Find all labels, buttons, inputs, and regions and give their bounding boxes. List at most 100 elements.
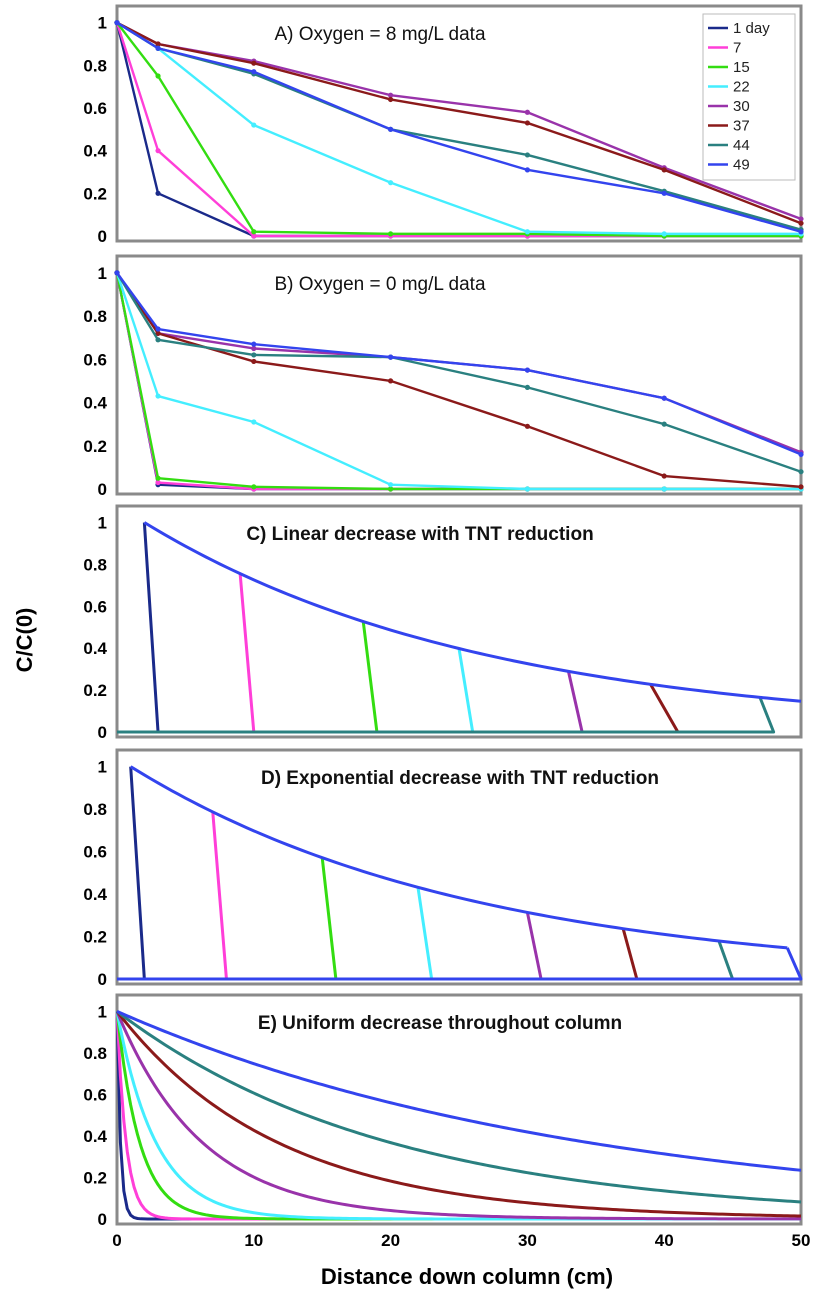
data-point bbox=[251, 345, 257, 352]
panel-B: 1 0.8 0.6 0.4 0.2 0 B) Oxygen = 0 mg/L data bbox=[83, 254, 804, 499]
data-point bbox=[155, 479, 161, 486]
data-point bbox=[524, 167, 531, 173]
data-point bbox=[114, 270, 120, 276]
legend-label: 22 bbox=[733, 79, 750, 96]
data-point bbox=[661, 473, 667, 479]
front-line-1 bbox=[117, 522, 160, 734]
data-point bbox=[155, 45, 161, 51]
data-point bbox=[798, 229, 804, 235]
data-point bbox=[251, 341, 257, 347]
y-tick-label: 0.2 bbox=[83, 681, 107, 700]
data-point bbox=[524, 367, 531, 373]
data-point bbox=[661, 190, 667, 196]
legend-label: 30 bbox=[733, 98, 750, 115]
decay-line-8 bbox=[116, 1010, 802, 1172]
panel-C: 1 0.8 0.6 0.4 0.2 0 C) Linear decrease with TN… bbox=[83, 504, 803, 742]
legend-label: 44 bbox=[733, 137, 750, 154]
panel-frame bbox=[115, 504, 803, 739]
data-point bbox=[388, 96, 394, 103]
series-line-5 bbox=[116, 21, 802, 221]
legend-label: 15 bbox=[733, 59, 750, 76]
series-line-8 bbox=[116, 272, 802, 456]
front-line-6 bbox=[117, 683, 680, 734]
data-point bbox=[155, 148, 161, 154]
data-point bbox=[155, 41, 161, 47]
y-tick-label: 0 bbox=[98, 227, 107, 246]
x-axis-label: Distance down column (cm) bbox=[321, 1264, 613, 1289]
data-point bbox=[524, 384, 531, 390]
envelope-line bbox=[129, 765, 788, 950]
data-point bbox=[388, 486, 394, 492]
data-point bbox=[251, 419, 257, 425]
data-point bbox=[798, 469, 804, 475]
data-point bbox=[798, 220, 804, 226]
y-tick-label: 0.6 bbox=[83, 843, 107, 862]
data-point bbox=[798, 451, 804, 458]
y-tick-label: 1 bbox=[98, 14, 107, 33]
data-point bbox=[661, 167, 667, 173]
data-point bbox=[388, 126, 394, 132]
panel-frame bbox=[115, 993, 803, 1226]
decay-line-2 bbox=[115, 1011, 801, 1221]
data-point bbox=[251, 229, 257, 235]
data-point bbox=[388, 354, 394, 360]
y-tick-label: 0.8 bbox=[83, 307, 107, 326]
y-tick-label: 0.6 bbox=[83, 99, 107, 118]
data-point bbox=[251, 69, 257, 75]
data-point bbox=[155, 326, 161, 332]
y-tick-label: 0.2 bbox=[83, 928, 107, 947]
y-tick-label: 0 bbox=[98, 970, 107, 989]
series-line-7 bbox=[116, 21, 802, 231]
front-line-7 bbox=[117, 696, 776, 734]
panel-title: A) Oxygen = 8 mg/L data bbox=[274, 24, 485, 45]
data-point bbox=[251, 484, 257, 490]
panel-D: 1 0.8 0.6 0.4 0.2 0 D) Exponential decrease wi… bbox=[83, 748, 803, 989]
decay-line-4 bbox=[115, 1011, 801, 1221]
front-line-6 bbox=[117, 928, 639, 981]
panel-title: C) Linear decrease with TNT reduction bbox=[246, 524, 593, 545]
legend-label: 49 bbox=[733, 157, 750, 174]
data-point bbox=[661, 421, 667, 427]
x-tick-label: 50 bbox=[792, 1231, 811, 1250]
decay-line-1 bbox=[115, 1011, 801, 1221]
y-tick-label: 0.2 bbox=[83, 1168, 107, 1187]
y-tick-label: 0.2 bbox=[83, 184, 107, 203]
x-tick-label: 20 bbox=[381, 1231, 400, 1250]
series-line-1 bbox=[115, 272, 801, 491]
y-tick-label: 0.6 bbox=[83, 350, 107, 369]
data-point bbox=[155, 73, 161, 79]
y-tick-label: 1 bbox=[98, 758, 107, 777]
data-point bbox=[155, 190, 161, 196]
panel-frame bbox=[115, 4, 803, 243]
y-tick-label: 1 bbox=[98, 1002, 107, 1021]
data-point bbox=[114, 20, 120, 26]
data-point bbox=[524, 229, 531, 235]
data-point bbox=[155, 337, 161, 343]
data-point bbox=[524, 152, 531, 158]
panel-title: E) Uniform decrease throughout column bbox=[258, 1013, 622, 1034]
decay-line-5 bbox=[115, 1010, 802, 1221]
decay-line-6 bbox=[115, 1010, 802, 1218]
y-tick-label: 0.6 bbox=[83, 1085, 107, 1104]
legend-label: 7 bbox=[733, 40, 741, 57]
y-tick-label: 0.4 bbox=[83, 394, 107, 413]
front-line-5 bbox=[117, 671, 584, 734]
front-line-4 bbox=[117, 887, 434, 981]
data-point bbox=[388, 92, 394, 98]
y-tick-label: 0.4 bbox=[83, 1127, 107, 1146]
y-tick-label: 0 bbox=[98, 480, 107, 499]
x-tick-label: 40 bbox=[655, 1231, 674, 1250]
data-point bbox=[155, 330, 161, 336]
y-tick-label: 0.4 bbox=[83, 639, 107, 658]
data-point bbox=[251, 122, 257, 128]
data-point bbox=[388, 231, 394, 237]
front-line-7 bbox=[117, 940, 735, 981]
y-tick-label: 0.4 bbox=[83, 885, 107, 904]
x-tick-label: 0 bbox=[112, 1231, 121, 1250]
data-point bbox=[661, 395, 667, 401]
panel-A: 1 0.8 0.6 0.4 0.2 0 A) Oxygen = 8 mg/L data 1 d… bbox=[83, 4, 804, 246]
legend-label: 1 day bbox=[733, 20, 770, 37]
y-tick-label: 0.8 bbox=[83, 1044, 107, 1063]
data-point bbox=[251, 233, 257, 239]
